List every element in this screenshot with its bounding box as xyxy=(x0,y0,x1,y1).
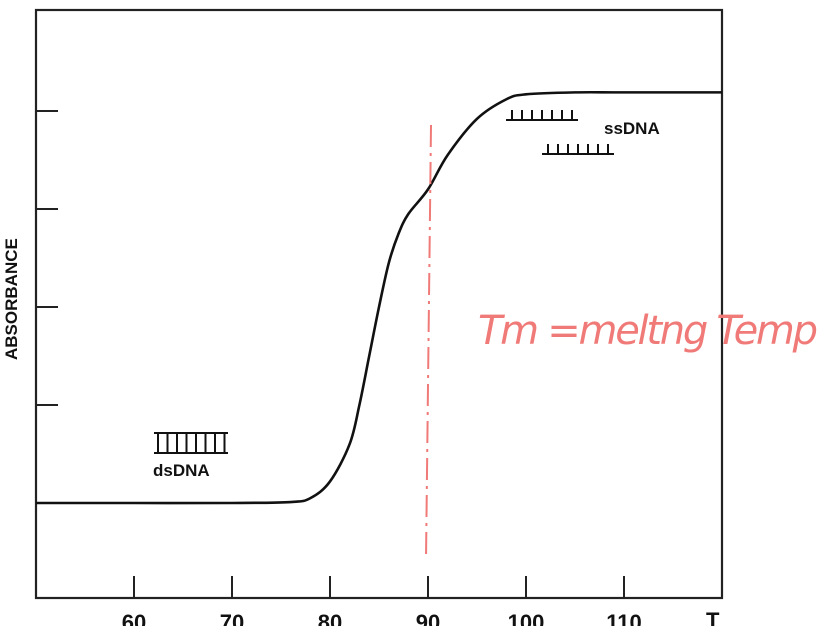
y-axis-label: ABSORBANCE xyxy=(2,238,21,360)
tm-marker-line xyxy=(425,124,432,561)
x-axis-label: T xyxy=(706,608,720,626)
x-tick-label: 90 xyxy=(416,610,440,626)
ticks: 60 70 80 90 100 110 xyxy=(36,110,642,626)
x-tick-label: 70 xyxy=(220,610,244,626)
x-tick-label: 60 xyxy=(122,610,146,626)
absorbance-curve xyxy=(36,90,722,505)
ssdna-icon xyxy=(506,110,614,155)
x-tick-label: 110 xyxy=(606,610,642,626)
dsdna-label: dsDNA xyxy=(153,461,210,480)
plot-frame xyxy=(34,8,724,600)
axes xyxy=(34,8,724,600)
x-tick-label: 100 xyxy=(508,610,545,626)
dsdna-icon xyxy=(154,432,228,454)
tm-annotation: Tm =meltng Temp xyxy=(478,308,818,354)
x-tick-label: 80 xyxy=(318,610,342,626)
ssdna-label: ssDNA xyxy=(604,119,660,138)
